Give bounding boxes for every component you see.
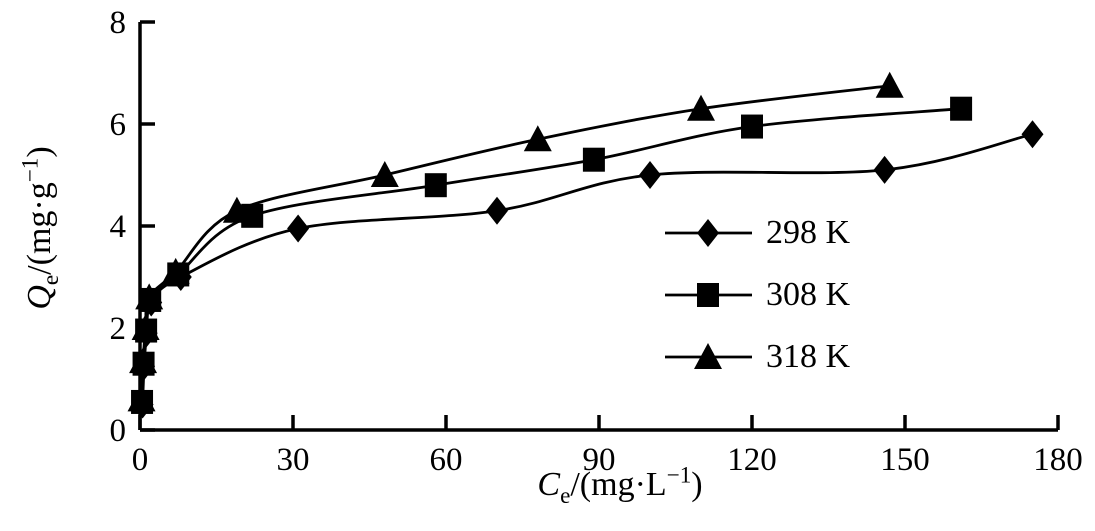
y-axis-unit-close: ) xyxy=(21,146,58,158)
x-tick-label: 180 xyxy=(1033,442,1083,478)
triangle-marker-icon xyxy=(687,94,715,121)
y-tick-label: 2 xyxy=(110,311,127,347)
y-tick-label: 0 xyxy=(110,413,127,449)
triangle-marker-icon xyxy=(523,125,552,152)
triangle-marker-icon xyxy=(127,385,156,412)
triangle-marker-icon xyxy=(129,347,158,374)
legend-item-318k: 318 K xyxy=(663,326,850,388)
diamond-marker-icon xyxy=(486,196,508,225)
diamond-marker-icon xyxy=(665,219,752,247)
x-axis-unit: /(mg·L xyxy=(570,466,667,503)
triangle-marker-icon xyxy=(135,283,164,310)
diamond-marker-icon xyxy=(287,214,310,243)
legend: 298 K 308 K 318 K xyxy=(663,202,850,388)
x-axis-subscript: e xyxy=(560,482,571,509)
diamond-marker-icon xyxy=(639,161,661,189)
y-axis-subscript: e xyxy=(37,274,64,286)
triangle-marker-icon xyxy=(161,257,190,284)
x-tick-label: 120 xyxy=(727,442,777,478)
y-axis-symbol: Q xyxy=(21,285,58,310)
square-marker-icon xyxy=(950,96,973,121)
square-marker-icon xyxy=(665,283,752,307)
triangle-marker-icon xyxy=(694,343,722,369)
legend-label-318k: 318 K xyxy=(766,338,851,375)
triangle-marker-icon xyxy=(370,161,399,187)
x-tick-label: 0 xyxy=(132,442,149,478)
x-tick-label: 60 xyxy=(430,442,463,478)
triangle-marker-icon xyxy=(875,71,904,98)
y-axis-unit: /(mg·g xyxy=(21,182,58,275)
x-tick-label: 90 xyxy=(583,442,616,478)
square-marker-icon xyxy=(697,283,719,307)
square-marker-icon xyxy=(424,173,447,198)
x-axis-symbol: C xyxy=(537,466,561,503)
legend-label-308k: 308 K xyxy=(766,276,851,313)
square-marker-icon xyxy=(582,147,605,172)
x-tick-label: 150 xyxy=(880,442,930,478)
y-tick-label: 8 xyxy=(110,5,127,41)
series-line-298-k xyxy=(141,132,1033,405)
triangle-marker-icon xyxy=(665,343,752,369)
triangle-marker-icon xyxy=(131,314,160,340)
diamond-marker-icon xyxy=(697,219,719,247)
y-tick-label: 4 xyxy=(110,209,127,245)
x-axis-superscript: −1 xyxy=(666,462,692,489)
legend-item-298k: 298 K xyxy=(663,202,850,264)
x-axis-label: Ce/(mg·L−1) xyxy=(537,464,703,507)
x-tick-label: 30 xyxy=(277,442,310,478)
triangle-marker-icon xyxy=(222,196,251,223)
diamond-marker-icon xyxy=(1021,120,1044,149)
legend-item-308k: 308 K xyxy=(663,264,850,326)
legend-label-298k: 298 K xyxy=(766,214,851,251)
y-tick-label: 6 xyxy=(110,107,127,143)
square-marker-icon xyxy=(741,114,763,139)
y-axis-label: Qe/(mg·g−1) xyxy=(18,146,64,310)
y-axis-superscript: −1 xyxy=(17,157,44,183)
x-axis-unit-close: ) xyxy=(691,466,703,503)
diamond-marker-icon xyxy=(873,155,896,184)
